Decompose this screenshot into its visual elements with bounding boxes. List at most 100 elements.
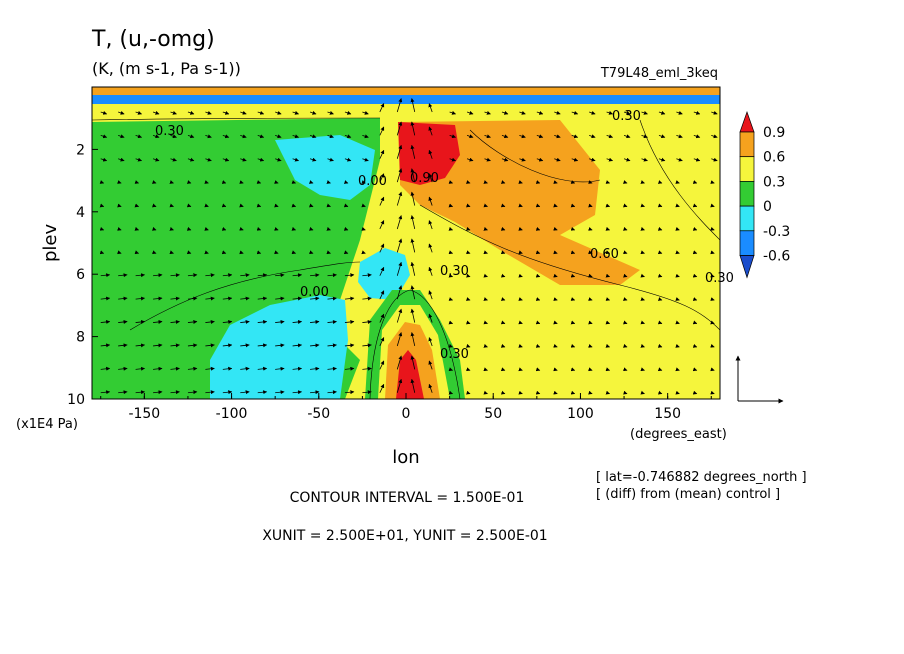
wind-vector xyxy=(448,250,453,255)
wind-vector xyxy=(135,157,142,162)
wind-vector xyxy=(169,203,174,208)
wind-vector xyxy=(605,343,610,348)
contour-label: 0.30 xyxy=(612,109,641,124)
wind-vector xyxy=(692,203,698,208)
wind-vector xyxy=(605,203,610,208)
colorbar-segment xyxy=(739,156,755,182)
wind-vector xyxy=(710,273,715,278)
wind-vector xyxy=(309,180,314,184)
wind-vector xyxy=(292,319,303,324)
wind-vector xyxy=(344,273,355,278)
wind-vector xyxy=(187,273,198,278)
wind-vector xyxy=(240,319,250,324)
wind-vector xyxy=(396,332,403,347)
wind-vector xyxy=(326,250,331,255)
wind-vector xyxy=(535,297,541,301)
y-tick-label: 8 xyxy=(76,330,85,346)
wind-vector xyxy=(186,180,192,184)
colorbar-label: -0.3 xyxy=(763,224,790,240)
wind-vector xyxy=(466,343,471,348)
wind-vector xyxy=(222,273,233,278)
colorbar-top-triangle xyxy=(739,110,755,133)
wind-vector xyxy=(554,134,561,139)
wind-vector xyxy=(710,203,715,208)
wind-vector xyxy=(410,121,416,136)
wind-vector xyxy=(623,157,631,162)
wind-vector xyxy=(275,157,282,162)
wind-vector xyxy=(535,203,541,208)
wind-vector xyxy=(222,134,230,139)
wind-vector xyxy=(500,367,506,372)
wind-vector xyxy=(710,226,715,231)
wind-vector xyxy=(588,226,593,231)
wind-vector xyxy=(275,110,282,115)
wind-vector xyxy=(657,343,663,348)
wind-vector xyxy=(326,226,331,231)
wind-vector xyxy=(640,180,645,184)
wind-vector xyxy=(292,273,303,278)
wind-vector xyxy=(466,273,471,278)
y-tick-label: 4 xyxy=(76,205,85,221)
wind-vector xyxy=(605,180,610,184)
wind-vector xyxy=(379,337,385,347)
wind-vector xyxy=(657,226,663,231)
contour-label: 0.00 xyxy=(358,174,387,189)
wind-vector xyxy=(205,157,212,162)
wind-vector xyxy=(240,134,247,139)
wind-vector xyxy=(187,296,198,301)
wind-vector xyxy=(570,273,576,278)
wind-vector xyxy=(361,250,366,255)
contour-label: 0.30 xyxy=(705,271,734,286)
wind-vector xyxy=(483,250,488,255)
wind-vector xyxy=(396,355,403,370)
wind-vector xyxy=(518,367,523,372)
wind-vector xyxy=(309,203,314,208)
field-top-band-orange xyxy=(92,87,720,97)
wind-vector xyxy=(500,273,506,278)
wind-vector xyxy=(588,250,593,255)
wind-vector xyxy=(500,390,506,395)
wind-vector xyxy=(153,319,163,324)
wind-vector xyxy=(153,343,163,348)
wind-vector xyxy=(362,296,372,301)
wind-vector xyxy=(692,390,698,395)
wind-vector xyxy=(589,157,596,162)
wind-vector xyxy=(448,320,453,325)
wind-vector xyxy=(275,319,285,324)
wind-vector xyxy=(153,390,163,395)
wind-vector xyxy=(483,367,488,372)
wind-vector xyxy=(410,215,416,230)
wind-vector xyxy=(466,203,471,208)
wind-vector xyxy=(500,297,506,301)
wind-vector xyxy=(291,250,296,255)
field-top-band-blue xyxy=(92,95,720,104)
field-cyan-upper xyxy=(275,135,375,200)
wind-vector xyxy=(428,290,433,300)
wind-vector xyxy=(257,296,268,301)
wind-vector xyxy=(553,180,558,184)
contour-line-3 xyxy=(419,204,720,331)
wind-vector xyxy=(274,203,279,208)
wind-vector xyxy=(135,366,146,371)
wind-vector xyxy=(256,180,262,184)
wind-vector xyxy=(500,180,506,184)
wind-vector xyxy=(205,366,215,371)
wind-vector xyxy=(623,297,628,301)
wind-vector xyxy=(257,157,265,162)
x-tick-label: -150 xyxy=(128,406,160,422)
wind-vector xyxy=(448,203,453,208)
wind-vector xyxy=(641,157,648,162)
wind-vector xyxy=(640,273,645,278)
wind-vector xyxy=(205,273,215,278)
wind-vector xyxy=(310,296,320,301)
wind-vector xyxy=(221,203,227,208)
wind-vector xyxy=(640,226,645,231)
wind-vector xyxy=(152,157,160,162)
wind-vector xyxy=(535,343,541,348)
wind-vector xyxy=(275,296,285,301)
wind-vector xyxy=(640,343,645,348)
x-tick-label: 50 xyxy=(484,406,502,422)
colorbar-label: 0.6 xyxy=(763,150,785,166)
wind-vector xyxy=(240,390,250,395)
